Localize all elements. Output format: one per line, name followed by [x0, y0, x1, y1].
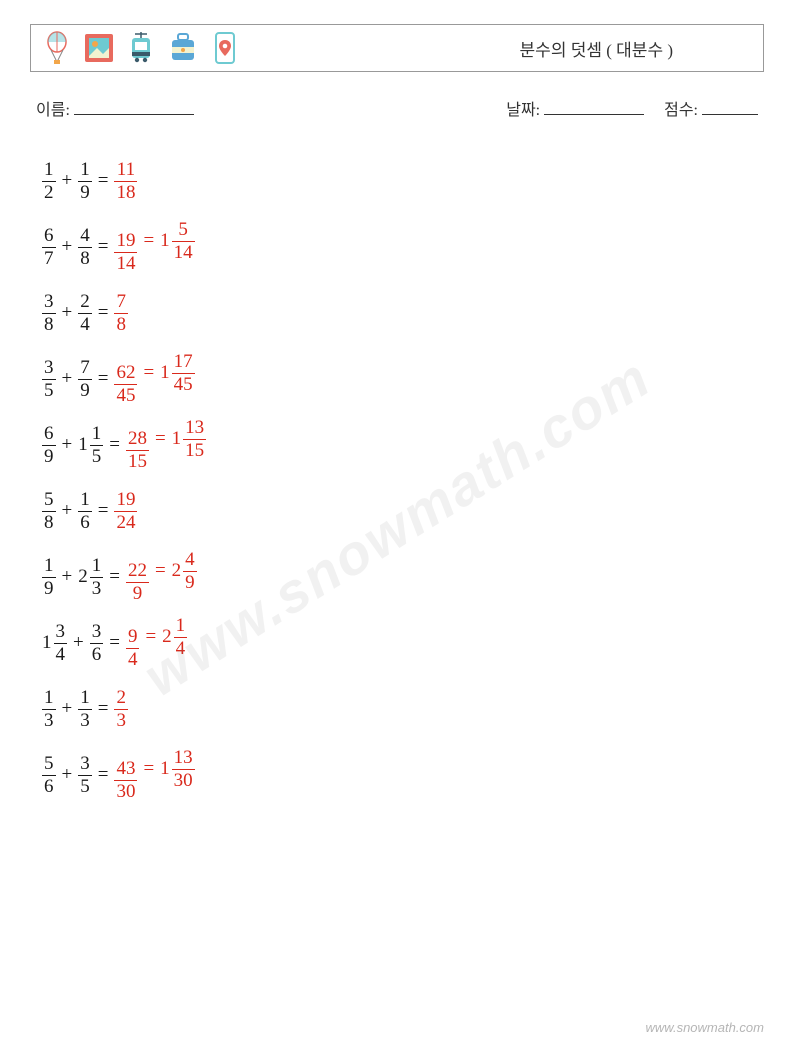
- answer: 6245=11745: [114, 352, 194, 406]
- answer: 78: [114, 291, 128, 335]
- tram-icon: [123, 30, 159, 66]
- answer: 94=214: [126, 616, 187, 670]
- answer: 4330=11330: [114, 748, 194, 802]
- suitcase-icon: [165, 30, 201, 66]
- phone-map-icon: [207, 30, 243, 66]
- worksheet-page: 분수의 덧셈 ( 대분수 ) 이름: 날짜: 점수: 12+19=111867+…: [0, 0, 794, 832]
- problem-row: 35+79=6245=11745: [42, 346, 764, 412]
- answer: 23: [114, 687, 128, 731]
- name-label: 이름:: [36, 96, 70, 120]
- problem-row: 67+48=1914=1514: [42, 214, 764, 280]
- problem-row: 13+13=23: [42, 676, 764, 742]
- answer: 1924: [114, 489, 137, 533]
- footer-url: www.snowmath.com: [646, 1020, 764, 1035]
- problem-row: 69+115=2815=11315: [42, 412, 764, 478]
- balloon-icon: [39, 30, 75, 66]
- problem-row: 12+19=1118: [42, 148, 764, 214]
- score-blank: [702, 99, 758, 115]
- problem-row: 134+36=94=214: [42, 610, 764, 676]
- answer: 2815=11315: [126, 418, 206, 472]
- date-label: 날짜:: [506, 96, 540, 120]
- problem-row: 38+24=78: [42, 280, 764, 346]
- name-blank: [74, 99, 194, 115]
- worksheet-title: 분수의 덧셈 ( 대분수 ): [520, 36, 673, 61]
- date-blank: [544, 99, 644, 115]
- answer: 1914=1514: [114, 220, 194, 274]
- problem-row: 56+35=4330=11330: [42, 742, 764, 808]
- answer: 1118: [114, 159, 137, 203]
- problem-row: 58+16=1924: [42, 478, 764, 544]
- header-icons: [39, 30, 243, 66]
- meta-row: 이름: 날짜: 점수:: [30, 96, 764, 120]
- header: 분수의 덧셈 ( 대분수 ): [30, 24, 764, 72]
- problems-list: 12+19=111867+48=1914=151438+24=7835+79=6…: [30, 148, 764, 808]
- score-label: 점수:: [664, 96, 698, 120]
- answer: 229=249: [126, 550, 197, 604]
- problem-row: 19+213=229=249: [42, 544, 764, 610]
- picture-icon: [81, 30, 117, 66]
